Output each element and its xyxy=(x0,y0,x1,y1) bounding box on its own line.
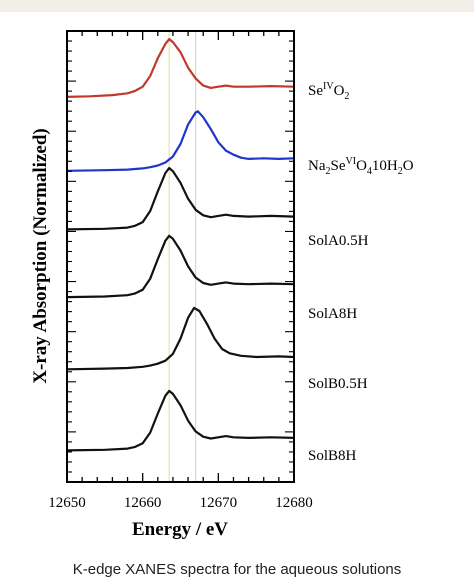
series-label-3: SolA0.5H xyxy=(308,233,369,249)
series-line-4 xyxy=(66,234,295,299)
series-label-5: SolB0.5H xyxy=(308,376,368,392)
series-line-6 xyxy=(66,389,295,452)
figure-caption: K-edge XANES spectra for the aqueous sol… xyxy=(72,561,402,578)
x-axis-label: Energy / eV xyxy=(132,519,228,540)
top-strip xyxy=(0,0,474,12)
series-label-4: SolA8H xyxy=(308,306,357,322)
series-line-3 xyxy=(66,167,295,231)
plot-frame xyxy=(66,30,295,483)
series-line-5 xyxy=(66,306,295,371)
series-line-2 xyxy=(66,110,295,172)
y-axis-label: X-ray Absorption (Normalized) xyxy=(30,128,51,383)
x-tick-label: 12650 xyxy=(48,495,86,511)
series-label-6: SolB8H xyxy=(308,448,357,464)
xanes-chart: 12650 12660 12670 12680 SeIVO2 Na2SeVIO410H2… xyxy=(30,30,414,540)
series-line-1 xyxy=(66,38,295,98)
series-label-2: Na2SeVIO410H2O xyxy=(308,156,414,177)
x-tick-label: 12680 xyxy=(275,495,313,511)
x-tick-label: 12660 xyxy=(124,495,162,511)
x-tick-label: 12670 xyxy=(200,495,238,511)
series-label-1: SeIVO2 xyxy=(308,81,349,102)
